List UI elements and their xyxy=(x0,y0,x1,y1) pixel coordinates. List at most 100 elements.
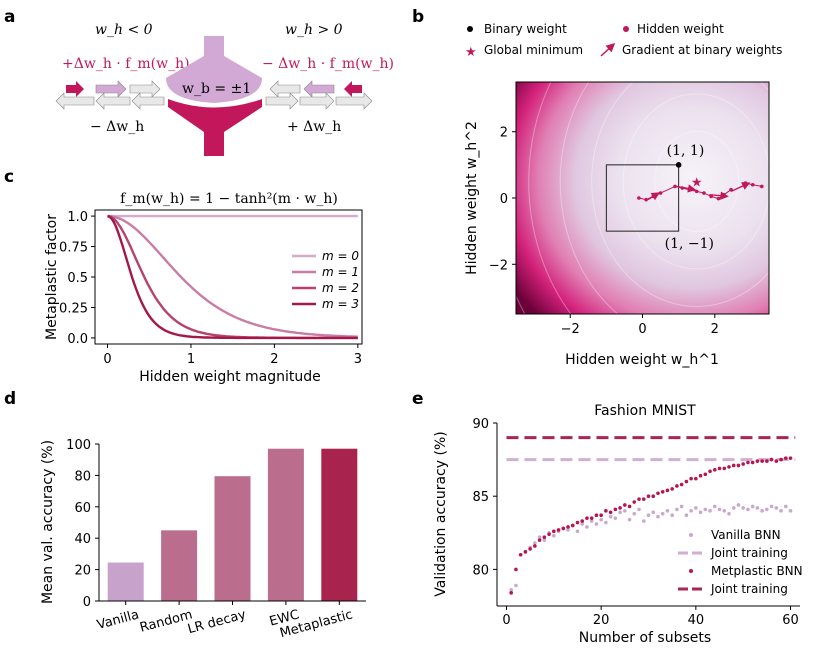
accuracy-point xyxy=(542,535,547,539)
accuracy-point xyxy=(731,463,736,468)
accuracy-point xyxy=(708,509,712,513)
accuracy-point xyxy=(632,511,637,516)
accuracy-point xyxy=(641,497,646,501)
accuracy-point xyxy=(665,509,670,513)
legend-label: m = 1 xyxy=(322,265,359,279)
metaplastic-curve xyxy=(107,214,358,338)
binary-square xyxy=(605,164,680,232)
left-condition: w_h < 0 xyxy=(95,22,153,38)
panel-b-plot: ★ xyxy=(516,82,769,314)
accuracy-point xyxy=(750,460,755,465)
accuracy-point xyxy=(627,504,632,509)
legend-gradient-marker xyxy=(600,42,616,57)
y-tick-label: 2 xyxy=(500,126,508,141)
legend-label: m = 0 xyxy=(322,249,359,263)
accuracy-point xyxy=(774,459,779,463)
accuracy-point xyxy=(689,476,693,481)
metaplastic-curve xyxy=(107,214,358,340)
accuracy-point xyxy=(547,532,551,537)
right-condition: w_h > 0 xyxy=(285,22,343,38)
right-update-label: − Δw_h · f_m(w_h) xyxy=(262,56,394,72)
accuracy-point xyxy=(679,504,684,509)
legend-binary-marker xyxy=(467,26,473,32)
accuracy-point xyxy=(731,506,736,510)
accuracy-point xyxy=(712,504,717,509)
panel-c-plot xyxy=(107,214,358,340)
legend-label: Metplastic BNN xyxy=(711,564,803,578)
x-tick-label: 60 xyxy=(782,613,799,628)
accuracy-point xyxy=(746,507,750,512)
legend-gradient-label: Gradient at binary weights xyxy=(622,43,782,57)
panel-c-xlabel: Hidden weight magnitude xyxy=(139,369,321,385)
accuracy-point xyxy=(523,550,528,554)
y-tick-label: 0.75 xyxy=(59,241,88,256)
accuracy-point xyxy=(651,494,656,499)
accuracy-point xyxy=(779,509,783,513)
trajectory-segment xyxy=(660,185,676,194)
accuracy-point xyxy=(774,506,779,510)
accuracy-point xyxy=(594,513,599,518)
hidden-weight-point xyxy=(673,184,677,189)
legend-minimum-label: Global minimum xyxy=(484,43,583,57)
accuracy-point xyxy=(746,460,750,465)
y-tick-label: 40 xyxy=(74,532,91,547)
x-tick-label: Random xyxy=(138,607,194,635)
accuracy-point xyxy=(656,514,660,519)
accuracy-point xyxy=(698,473,703,478)
global-minimum-marker: ★ xyxy=(691,175,703,190)
accuracy-point xyxy=(783,456,788,460)
panel-c-legend: m = 0 m = 1 m = 2 m = 3 xyxy=(292,249,359,311)
accuracy-point xyxy=(537,535,542,539)
x-tick-label: 2 xyxy=(270,352,278,367)
corner-label-bottom: (1, −1) xyxy=(665,236,714,252)
accuracy-point xyxy=(736,463,741,468)
hidden-weight-point xyxy=(750,182,755,187)
accuracy-point xyxy=(580,522,585,526)
panel-c-axes: 0 1 2 3 0.0 0.25 0.5 0.75 1.0 xyxy=(59,210,362,367)
right-dark-arrow xyxy=(344,81,362,97)
right-grey-arrow xyxy=(269,80,301,98)
accuracy-point xyxy=(670,513,674,518)
accuracy-point xyxy=(765,507,769,512)
bar xyxy=(107,562,144,601)
y-tick-label: 80 xyxy=(472,563,489,578)
bar xyxy=(267,448,304,601)
contour-line xyxy=(528,82,572,314)
accuracy-point xyxy=(623,509,627,513)
hidden-weight-point xyxy=(644,197,648,202)
accuracy-point xyxy=(684,479,689,484)
accuracy-point xyxy=(533,544,537,548)
gradient-arrow xyxy=(730,182,751,193)
accuracy-point xyxy=(665,488,670,493)
y-tick-label: 0 xyxy=(500,192,508,207)
panel-b-ylabel: Hidden weight w_h^2 xyxy=(464,121,480,275)
update-arrows-bottom xyxy=(55,92,373,110)
accuracy-point xyxy=(575,529,580,534)
left-minus-label: − Δw_h xyxy=(90,119,144,135)
x-tick-label: −2 xyxy=(561,322,580,337)
binary-weight-label: w_b = ±1 xyxy=(182,81,251,97)
panel-e-title: Fashion MNIST xyxy=(594,403,696,419)
accuracy-point xyxy=(698,510,703,515)
contour-line xyxy=(591,82,769,307)
accuracy-point xyxy=(769,457,774,462)
right-light-arrow xyxy=(303,80,335,98)
accuracy-point xyxy=(741,506,745,510)
accuracy-point xyxy=(717,507,722,512)
x-tick-label: 0 xyxy=(638,322,646,337)
hidden-weight-point xyxy=(637,196,641,200)
accuracy-point xyxy=(575,520,580,525)
panel-b-xlabel: Hidden weight w_h^1 xyxy=(565,352,719,368)
accuracy-point xyxy=(670,487,674,491)
accuracy-point xyxy=(646,513,651,518)
accuracy-point xyxy=(765,459,769,463)
loss-contour xyxy=(516,82,769,314)
accuracy-point xyxy=(623,503,627,507)
bar xyxy=(214,476,251,601)
hidden-weight-point xyxy=(702,191,706,195)
update-arrows-top xyxy=(66,80,362,98)
y-tick-label: 60 xyxy=(74,501,91,516)
accuracy-point xyxy=(656,491,660,496)
panel-d-letter: d xyxy=(4,389,16,409)
